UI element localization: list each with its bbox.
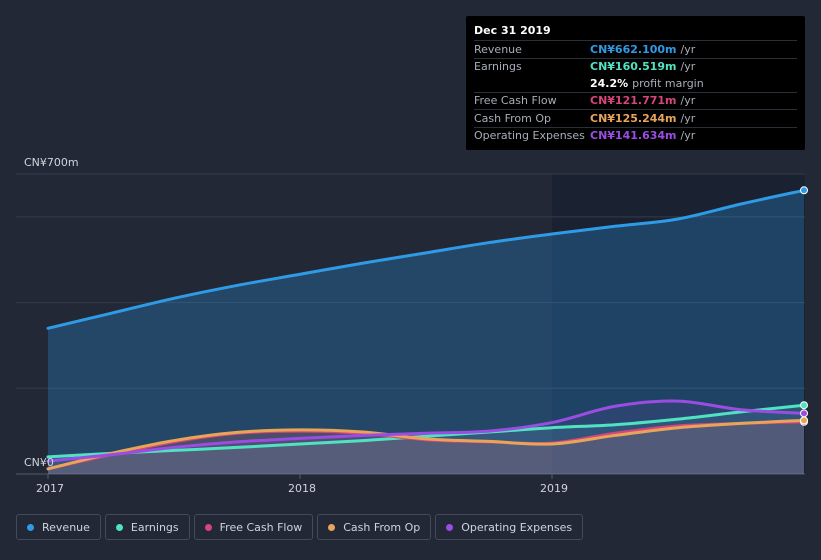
cash-from-op-line	[46, 418, 806, 471]
tooltip-row-value: 24.2%	[590, 76, 629, 90]
tooltip-row-value: CN¥141.634m	[590, 129, 677, 143]
series-endpoints	[800, 186, 808, 426]
tooltip-row-unit: /yr	[680, 42, 696, 56]
earnings-line	[46, 403, 806, 459]
tooltip-row-label: Operating Expenses	[474, 129, 585, 143]
legend-label: Operating Expenses	[461, 520, 573, 534]
legend-dot-icon	[328, 523, 336, 531]
tooltip-row-unit: /yr	[680, 129, 696, 143]
revenue-endpoint	[800, 186, 808, 195]
tooltip-row-unit: /yr	[680, 60, 696, 74]
x-axis-ticks: 2017 2018 2019	[36, 474, 568, 495]
earnings-endpoint	[800, 401, 808, 410]
tooltip-row-value: CN¥125.244m	[590, 111, 677, 125]
legend-item-earnings[interactable]: Earnings	[104, 514, 190, 540]
tooltip-row-unit: /yr	[680, 94, 696, 108]
tooltip-row-label: Earnings	[474, 60, 522, 74]
tooltip-row-value: CN¥662.100m	[590, 42, 677, 56]
series-lines	[46, 188, 806, 471]
legend-label: Revenue	[42, 520, 90, 534]
tooltip-row: Earnings CN¥160.519m/yr	[474, 57, 797, 76]
cash-from-op-endpoint	[800, 416, 808, 425]
tooltip-row-value: CN¥160.519m	[590, 60, 677, 74]
series-areas	[48, 190, 804, 475]
revenue-area	[48, 190, 804, 475]
legend-label: Cash From Op	[343, 520, 421, 534]
y-axis-top-label: CN¥700m	[24, 156, 79, 169]
y-axis-bottom-label: CN¥0	[24, 456, 54, 469]
legend-item-operating-expenses[interactable]: Operating Expenses	[435, 514, 584, 540]
tooltip-row-unit: /yr	[680, 111, 696, 125]
tooltip-row: Cash From Op CN¥125.244m/yr	[474, 109, 797, 127]
tooltip-row: Revenue CN¥662.100m/yr	[474, 40, 797, 58]
gridlines	[16, 173, 805, 475]
legend-label: Earnings	[130, 520, 179, 534]
earnings-revenue-chart: CN¥700m CN¥0 2017 2018 2019	[16, 156, 808, 495]
legend-dot-icon	[446, 523, 454, 531]
legend-dot-icon	[115, 523, 123, 531]
x-tick-label: 2019	[540, 482, 568, 495]
revenue-line	[46, 188, 806, 330]
operating-expenses-line	[46, 399, 806, 463]
tooltip-row: 24.2% profit margin	[474, 75, 797, 92]
legend-item-cash-from-op[interactable]: Cash From Op	[317, 514, 432, 540]
legend: Revenue Earnings Free Cash Flow Cash From O…	[16, 514, 584, 540]
x-tick-label: 2018	[288, 482, 316, 495]
legend-item-revenue[interactable]: Revenue	[16, 514, 101, 540]
tooltip-date: Dec 31 2019	[474, 24, 551, 37]
tooltip-row-unit: profit margin	[632, 76, 704, 90]
tooltip-row: Free Cash Flow CN¥121.771m/yr	[474, 91, 797, 110]
tooltip: Dec 31 2019 Revenue CN¥662.100m/yr Earning…	[466, 16, 805, 150]
x-tick-label: 2017	[36, 482, 64, 495]
tooltip-row: Operating Expenses CN¥141.634m/yr	[474, 126, 797, 145]
tooltip-row-label: Free Cash Flow	[474, 94, 557, 108]
legend-dot-icon	[204, 523, 212, 531]
tooltip-row-label: Revenue	[474, 42, 522, 56]
tooltip-row-label: Cash From Op	[474, 111, 552, 125]
legend-label: Free Cash Flow	[219, 520, 303, 534]
operating-expenses-endpoint	[800, 409, 808, 418]
legend-dot-icon	[27, 523, 34, 531]
legend-item-free-cash-flow[interactable]: Free Cash Flow	[193, 514, 314, 540]
tooltip-row-value: CN¥121.771m	[590, 94, 677, 108]
